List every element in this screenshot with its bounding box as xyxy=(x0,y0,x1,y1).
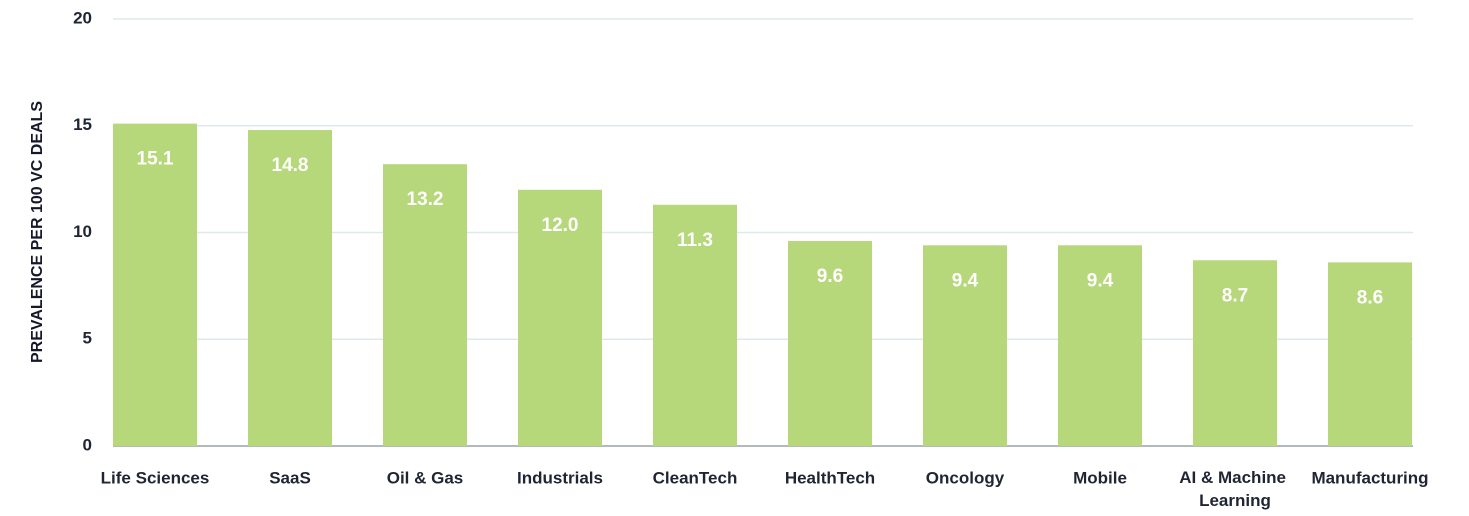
value-label: 11.3 xyxy=(677,230,713,251)
bar xyxy=(923,245,1007,446)
bar xyxy=(248,130,332,446)
y-tick-label: 5 xyxy=(83,329,92,348)
x-tick-label: Industrials xyxy=(517,468,603,487)
x-tick-label: SaaS xyxy=(269,468,311,487)
bar xyxy=(653,204,737,446)
y-axis-title: PREVALENCE PER 100 VC DEALS xyxy=(29,101,46,363)
x-tick-label: HealthTech xyxy=(785,468,875,487)
value-label: 9.6 xyxy=(817,266,843,287)
value-label: 8.7 xyxy=(1222,285,1248,306)
bar xyxy=(1193,260,1277,446)
x-tick-label: Mobile xyxy=(1073,468,1127,487)
value-label: 9.4 xyxy=(1087,270,1114,291)
x-tick-label: CleanTech xyxy=(653,468,738,487)
bar xyxy=(1058,245,1142,446)
x-tick-label: Oil & Gas xyxy=(387,468,464,487)
value-label: 9.4 xyxy=(952,270,979,291)
x-tick-label: Oncology xyxy=(926,468,1005,487)
value-label: 13.2 xyxy=(407,189,444,210)
x-tick-label: Life Sciences xyxy=(101,468,210,487)
y-tick-label: 0 xyxy=(83,435,92,454)
x-tick-label: AI & Machine Learning xyxy=(1179,468,1290,510)
value-label: 8.6 xyxy=(1357,287,1383,308)
value-label: 15.1 xyxy=(137,149,174,170)
x-tick-label: Manufacturing xyxy=(1311,468,1428,487)
value-label: 14.8 xyxy=(272,155,309,176)
y-tick-label: 15 xyxy=(73,115,92,134)
bar xyxy=(788,241,872,446)
bar xyxy=(1328,262,1412,446)
y-tick-label: 20 xyxy=(73,8,92,27)
value-label: 12.0 xyxy=(542,215,579,236)
y-tick-label: 10 xyxy=(73,222,92,241)
bar xyxy=(518,189,602,447)
bar xyxy=(383,164,467,446)
bar xyxy=(113,123,197,447)
